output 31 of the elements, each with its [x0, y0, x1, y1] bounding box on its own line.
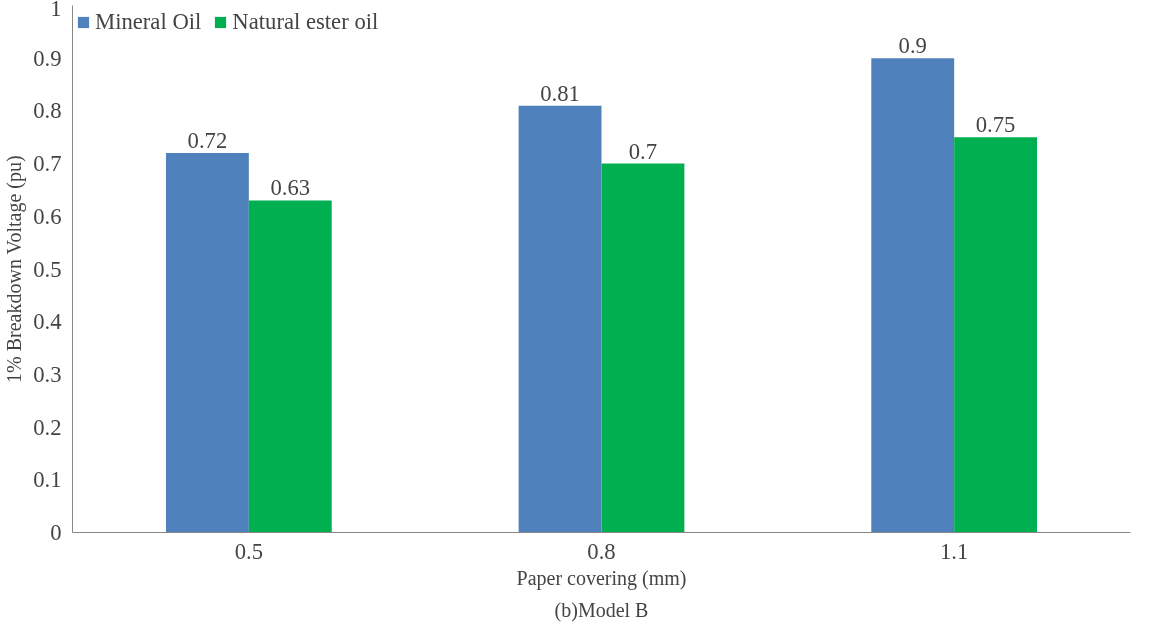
data-label: 0.81: [540, 80, 580, 106]
text: (b)Model B: [554, 598, 649, 622]
bar: [518, 105, 602, 533]
y-tick-label: 0.5: [33, 256, 62, 282]
data-label: 0.72: [187, 128, 228, 154]
bar: [601, 163, 685, 533]
y-tick-label: 0.1: [33, 467, 62, 493]
y-tick-label: 0.7: [33, 151, 62, 177]
y-tick-label: 0.6: [33, 203, 62, 229]
y-tick-label: 0: [50, 520, 62, 545]
y-tick-label: 0.4: [33, 309, 62, 335]
bar: [248, 200, 332, 533]
x-tick-label: 0.5: [234, 538, 263, 564]
legend-label: Mineral Oil: [95, 9, 202, 35]
data-label: 0.63: [270, 175, 311, 201]
y-tick-label: 1: [50, 0, 62, 21]
x-axis-title: Paper covering (mm): [516, 566, 687, 590]
x-tick-label: 0.8: [587, 538, 616, 564]
y-tick-label: 0.2: [33, 414, 62, 440]
y-tick-label: 0.8: [33, 98, 62, 124]
data-label: 0.7: [628, 138, 658, 164]
legend-label: Natural ester oil: [232, 9, 379, 35]
x-tick-label: 1.1: [940, 538, 969, 564]
bar: [871, 58, 955, 533]
bar: [954, 137, 1038, 533]
y-axis-title: 1% Breakdown Voltage (pu): [3, 155, 27, 383]
data-label: 0.9: [898, 33, 927, 59]
data-label: 0.75: [975, 112, 1016, 138]
y-tick-label: 0.9: [33, 45, 62, 71]
y-tick-label: 0.3: [33, 361, 62, 387]
bar: [165, 153, 249, 533]
